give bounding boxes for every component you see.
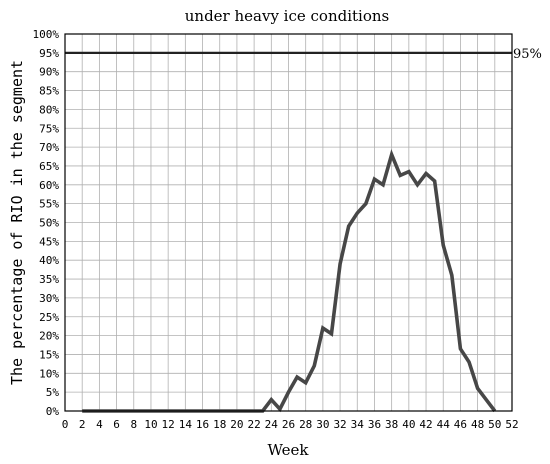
y-tick-label: 5%	[46, 386, 60, 399]
x-tick-labels: 0 2 4 6 8 10 12 14 16 18 20 22 24 26 28 30 32 34 36 38 40 42 4…	[62, 418, 519, 431]
reference-line-label: 95%	[513, 47, 542, 62]
y-tick-label: 55%	[39, 198, 59, 211]
reference-line-group: 95%	[65, 47, 542, 62]
grid	[64, 33, 513, 412]
x-tick-label: 36	[368, 418, 381, 431]
y-tick-label: 90%	[39, 66, 59, 79]
y-tick-label: 20%	[39, 330, 59, 343]
y-tick-label: 45%	[39, 235, 59, 248]
x-tick-label: 28	[299, 418, 312, 431]
x-tick-label: 32	[333, 418, 346, 431]
x-tick-label: 26	[282, 418, 295, 431]
x-axis-label: Week	[267, 441, 309, 459]
x-tick-label: 24	[265, 418, 279, 431]
y-tick-label: 80%	[39, 103, 59, 116]
chart-title: under heavy ice conditions	[185, 7, 390, 25]
y-tick-label: 30%	[39, 292, 59, 305]
y-tick-label: 70%	[39, 141, 59, 154]
x-tick-label: 34	[351, 418, 365, 431]
y-tick-label: 50%	[39, 217, 59, 230]
x-tick-label: 2	[79, 418, 86, 431]
x-tick-label: 12	[162, 418, 175, 431]
y-tick-label: 65%	[39, 160, 59, 173]
x-tick-label: 40	[402, 418, 415, 431]
plot-frame	[64, 33, 513, 412]
y-tick-label: 10%	[39, 367, 59, 380]
x-tick-label: 30	[316, 418, 329, 431]
x-tick-label: 10	[144, 418, 157, 431]
y-tick-label: 60%	[39, 179, 59, 192]
y-tick-label: 85%	[39, 85, 59, 98]
x-tick-label: 0	[62, 418, 69, 431]
x-tick-label: 22	[247, 418, 260, 431]
x-tick-label: 8	[130, 418, 137, 431]
x-tick-label: 14	[179, 418, 193, 431]
x-tick-label: 16	[196, 418, 209, 431]
x-tick-label: 50	[488, 418, 501, 431]
x-tick-label: 18	[213, 418, 226, 431]
y-tick-label: 75%	[39, 122, 59, 135]
y-tick-label: 100%	[33, 28, 60, 41]
x-tick-label: 6	[113, 418, 120, 431]
y-tick-labels: 0% 5% 10% 15% 20% 25% 30% 35% 40% 45% 50% 55% 60% 65%…	[33, 28, 60, 418]
y-tick-label: 25%	[39, 311, 59, 324]
y-tick-label: 95%	[39, 47, 59, 60]
x-tick-label: 20	[230, 418, 243, 431]
x-tick-label: 38	[385, 418, 398, 431]
y-tick-label: 35%	[39, 273, 59, 286]
x-tick-label: 42	[419, 418, 432, 431]
x-tick-label: 44	[437, 418, 451, 431]
y-tick-label: 40%	[39, 254, 59, 267]
x-tick-label: 4	[96, 418, 103, 431]
y-axis-label: The percentage of RIO in the segment	[8, 60, 26, 385]
x-tick-label: 52	[505, 418, 518, 431]
x-tick-label: 46	[454, 418, 467, 431]
x-tick-label: 48	[471, 418, 484, 431]
y-tick-label: 15%	[39, 348, 59, 361]
y-tick-label: 0%	[46, 405, 60, 418]
